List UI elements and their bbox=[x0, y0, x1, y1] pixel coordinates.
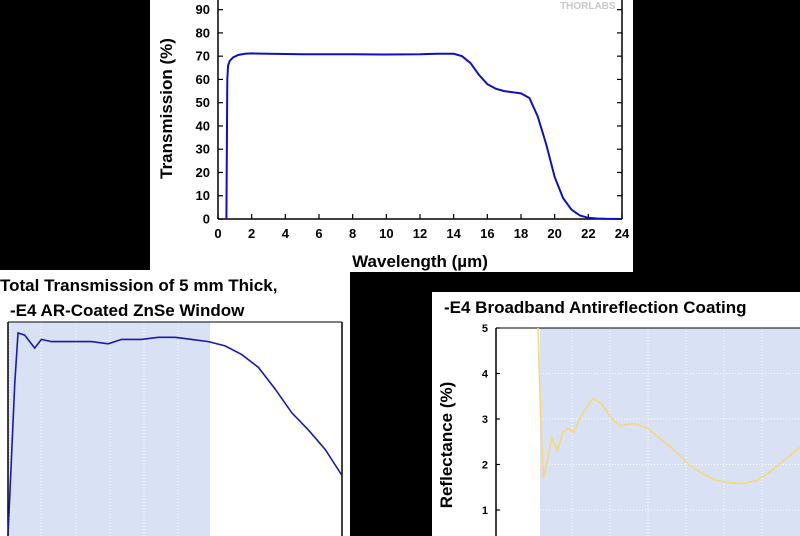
y-tick-label: 80 bbox=[196, 25, 210, 40]
transmission-curve bbox=[7, 331, 343, 536]
x-tick-label: 12 bbox=[413, 226, 427, 241]
x-axis-label: Wavelength (µm) bbox=[352, 252, 488, 271]
y-tick-label: 20 bbox=[196, 165, 210, 180]
y-tick-label: 2 bbox=[482, 460, 488, 472]
x-tick-label: 16 bbox=[480, 226, 494, 241]
x-tick-label: 24 bbox=[615, 226, 630, 241]
chart-title: -E4 Broadband Antireflection Coating bbox=[444, 298, 747, 317]
zinc-selenide-window-chart-panel: Total Transmission of 5 mm Thick, -E4 AR… bbox=[0, 270, 350, 536]
x-tick-label: 8 bbox=[349, 226, 356, 241]
watermark-logo: THORLABS bbox=[560, 1, 616, 12]
x-tick-label: 10 bbox=[379, 226, 393, 241]
y-tick-label: 50 bbox=[196, 95, 210, 110]
y-tick-label: 70 bbox=[196, 49, 210, 64]
zinc-selenide-window-chart bbox=[7, 321, 343, 536]
x-tick-label: 4 bbox=[282, 226, 290, 241]
transmission-chart-panel: THORLABS 0 10 20 30 40 50 60 70 80 90 0 2 4 6 8 10 12 14 1… bbox=[150, 0, 633, 272]
x-tick-label: 0 bbox=[214, 226, 221, 241]
y-tick-label: 10 bbox=[196, 188, 210, 203]
y-tick-label: 5 bbox=[482, 323, 488, 335]
shaded-region bbox=[540, 328, 800, 536]
y-tick-label: 40 bbox=[196, 118, 210, 133]
shaded-region bbox=[8, 322, 210, 536]
y-tick-label: 60 bbox=[196, 72, 210, 87]
reflectance-curve bbox=[537, 327, 800, 485]
x-tick-label: 2 bbox=[248, 226, 255, 241]
chart-title-line1: Total Transmission of 5 mm Thick, bbox=[0, 276, 278, 295]
y-axis-label: Reflectance (%) bbox=[437, 382, 456, 509]
y-axis-label: Transmission (%) bbox=[157, 38, 176, 179]
transmission-curve bbox=[225, 52, 623, 220]
y-tick-label: 0 bbox=[203, 212, 210, 227]
y-tick-label: 3 bbox=[482, 414, 488, 426]
x-tick-label: 20 bbox=[547, 226, 561, 241]
x-tick-label: 22 bbox=[581, 226, 595, 241]
x-tick-label: 18 bbox=[514, 226, 528, 241]
y-tick-label: 1 bbox=[482, 505, 488, 517]
reflectance-chart-panel: -E4 Broadband Antireflection Coating 1 2 3… bbox=[432, 292, 800, 536]
x-tick-label: 14 bbox=[446, 226, 461, 241]
y-tick-label: 4 bbox=[482, 369, 489, 381]
unshaded-region bbox=[496, 328, 540, 536]
chart-title-line2: -E4 AR-Coated ZnSe Window bbox=[10, 301, 245, 320]
reflectance-chart: 1 2 3 4 5 Reflectance (%) bbox=[437, 323, 800, 536]
y-tick-label: 30 bbox=[196, 142, 210, 157]
y-tick-label: 90 bbox=[196, 2, 210, 17]
x-tick-label: 6 bbox=[315, 226, 322, 241]
